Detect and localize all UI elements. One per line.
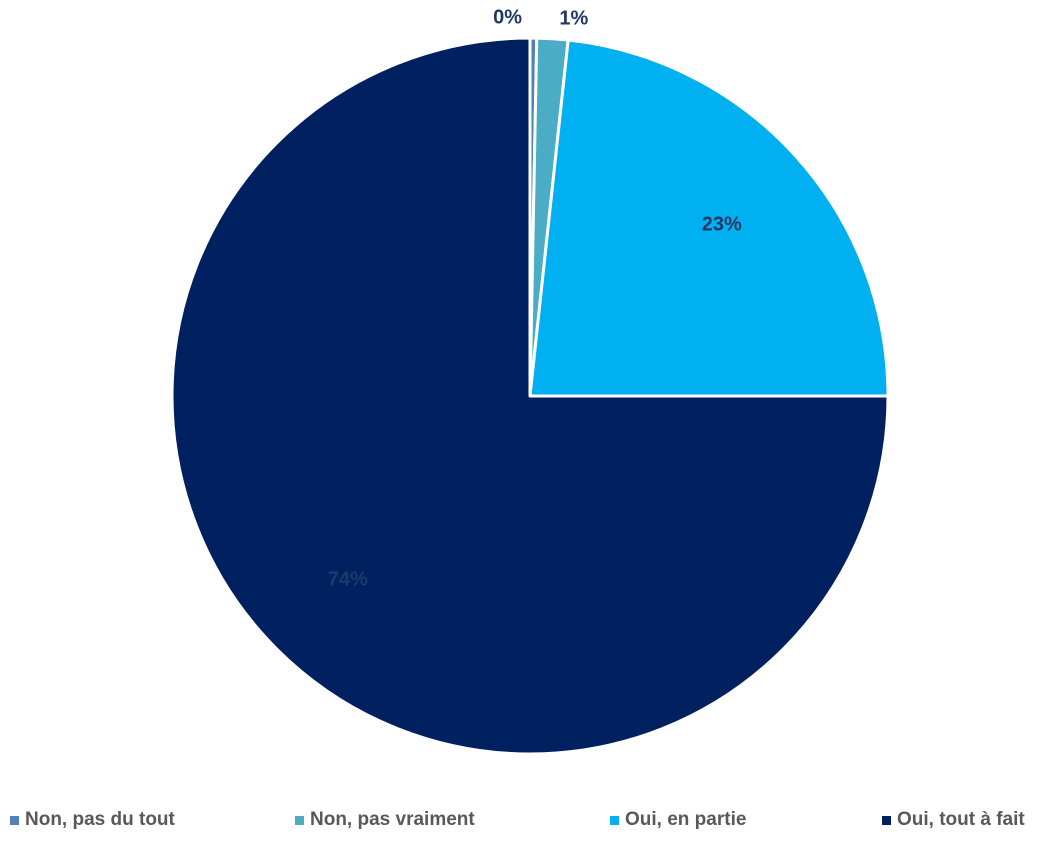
- pie-slices: [170, 36, 890, 756]
- legend-swatch-oui-en-partie: [610, 815, 619, 825]
- legend-label-non-pas-vraiment: Non, pas vraiment: [310, 809, 475, 830]
- legend-item-oui-en-partie: Oui, en partie: [610, 809, 746, 831]
- legend-label-non-pas-du-tout: Non, pas du tout: [25, 809, 175, 830]
- pie-slice-oui-en-partie: [528, 38, 890, 398]
- pie-data-labels: 0% 1% 23% 74%: [328, 7, 742, 591]
- legend-swatch-oui-tout-a-fait: [882, 815, 891, 825]
- legend-item-non-pas-du-tout: Non, pas du tout: [10, 809, 175, 831]
- pie-chart: 0% 1% 23% 74%: [170, 7, 890, 756]
- legend-swatch-non-pas-du-tout: [10, 815, 19, 825]
- data-label-oui-tout-a-fait: 74%: [328, 568, 368, 590]
- chart-legend: Non, pas du tout Non, pas vraiment Oui, …: [10, 809, 1055, 837]
- legend-label-oui-tout-a-fait: Oui, tout à fait: [897, 809, 1025, 830]
- legend-swatch-non-pas-vraiment: [295, 815, 304, 825]
- data-label-non-pas-vraiment: 1%: [559, 7, 588, 29]
- pie-slice-oui-tout-a-fait: [170, 36, 890, 756]
- data-label-non-pas-du-tout: 0%: [493, 7, 522, 29]
- legend-item-oui-tout-a-fait: Oui, tout à fait: [882, 809, 1025, 831]
- legend-label-oui-en-partie: Oui, en partie: [625, 809, 747, 830]
- data-label-oui-en-partie: 23%: [702, 214, 742, 236]
- legend-item-non-pas-vraiment: Non, pas vraiment: [295, 809, 475, 831]
